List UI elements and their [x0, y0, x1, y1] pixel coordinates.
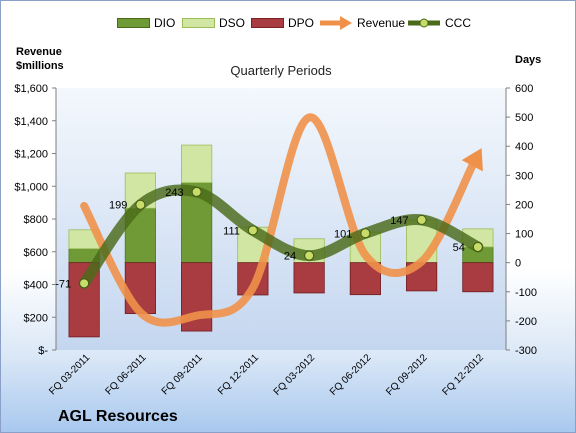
category-label: FQ 06-2012 [328, 352, 374, 398]
ccc-point [472, 241, 483, 252]
left-axis-title: Revenue $millions [16, 45, 64, 73]
legend-label-dio: DIO [154, 16, 176, 30]
ccc-point [416, 214, 427, 225]
legend-label-dpo: DPO [288, 16, 315, 30]
left-axis-tick-label: $- [38, 345, 48, 357]
left-axis-tick-label: $1,000 [14, 181, 48, 193]
ccc-data-label: 111 [223, 225, 240, 237]
left-axis-tick-label: $800 [24, 214, 48, 226]
left-axis-tick-label: $1,600 [14, 83, 48, 95]
left-axis-title-line-2: $millions [16, 60, 64, 72]
ccc-point [304, 250, 315, 261]
right-axis-tick-label: 500 [515, 112, 533, 124]
ccc-point [135, 199, 146, 210]
ccc-data-label: 147 [390, 215, 408, 227]
ccc-data-label: 101 [334, 228, 352, 240]
legend-item-revenue: Revenue [319, 15, 405, 31]
category-label: FQ 03-2012 [272, 352, 318, 398]
left-axis-tick-label: $1,400 [14, 116, 48, 128]
legend-item-dpo: DPO [251, 15, 314, 31]
legend-item-dso: DSO [182, 15, 245, 31]
right-axis-tick-label: 100 [515, 229, 533, 241]
right-axis-tick-label: 200 [515, 199, 533, 211]
chart-title: Quarterly Periods [230, 63, 332, 78]
ccc-data-label: 54 [453, 242, 465, 254]
category-label: FQ 12-2012 [440, 352, 486, 398]
legend-label-revenue: Revenue [357, 16, 406, 30]
category-label: FQ 03-2011 [47, 352, 92, 397]
bar-dpo [124, 262, 156, 315]
legend-item-dio: DIO [117, 15, 175, 31]
category-label: FQ 09-2011 [160, 352, 205, 397]
right-axis-tick-label: 300 [515, 170, 533, 182]
right-axis-title: Days [515, 54, 542, 66]
ccc-point [191, 186, 202, 197]
legend: DIO DSO DPO Revenue CCC [1, 1, 575, 31]
right-axis-tick-label: 600 [515, 83, 533, 95]
ccc-data-label: 24 [284, 251, 296, 263]
left-axis-tick-label: $1,200 [14, 149, 48, 161]
ccc-point [360, 228, 371, 239]
legend-swatch-dpo [251, 18, 284, 28]
ccc-data-label: 199 [109, 200, 127, 212]
legend-swatch-dio [117, 18, 150, 28]
legend-item-ccc: CCC [407, 15, 471, 31]
category-label: FQ 12-2011 [216, 352, 261, 397]
right-axis-tick-label: -100 [515, 287, 537, 299]
category-label: FQ 06-2011 [104, 352, 149, 397]
company-name: AGL Resources [58, 408, 178, 425]
bar-dpo [293, 262, 325, 294]
revenue-arrowhead [461, 148, 483, 172]
legend-label-dso: DSO [219, 16, 246, 30]
left-axis-tick-label: $400 [24, 280, 48, 292]
ccc-data-label: 243 [165, 187, 183, 199]
category-label: FQ 09-2012 [384, 352, 430, 398]
legend-dot-line-icon [408, 18, 440, 28]
bar-dso [181, 144, 213, 184]
ccc-point [79, 278, 90, 289]
revenue-line [80, 113, 478, 327]
lines-group: -71 199 243 111 24 101 147 54 [55, 113, 484, 327]
ccc-point [247, 225, 258, 236]
legend-arrow-icon [320, 16, 352, 30]
right-axis-tick-label: -200 [515, 316, 537, 328]
bar-dpo [462, 262, 494, 293]
left-axis-tick-label: $200 [24, 312, 48, 324]
ccc-data-label: -71 [55, 278, 71, 290]
right-axis-tick-label: 400 [515, 141, 533, 153]
left-axis-tick-label: $600 [24, 247, 48, 259]
right-axis-tick-label: 0 [515, 258, 521, 270]
legend-swatch-dso [182, 18, 215, 28]
legend-label-ccc: CCC [445, 16, 471, 30]
right-axis-tick-label: -300 [515, 345, 537, 357]
left-axis-title-line-1: Revenue [16, 46, 62, 58]
